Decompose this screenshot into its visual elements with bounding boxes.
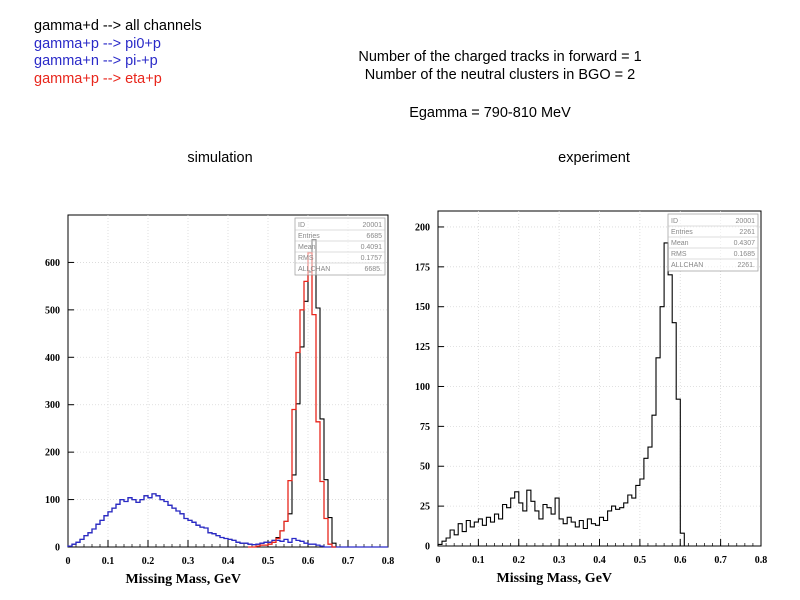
x-tick-label: 0.3 — [182, 556, 195, 567]
x-tick-label: 0.1 — [102, 556, 115, 567]
legend-all-channels: gamma+d --> all channels — [34, 18, 202, 34]
legend: gamma+d --> all channels gamma+p --> pi0… — [34, 18, 202, 88]
stats-key: Entries — [671, 229, 693, 236]
y-tick-label: 100 — [45, 495, 60, 506]
y-tick-label: 400 — [45, 353, 60, 364]
x-tick-label: 0 — [436, 555, 441, 566]
stats-value: 0.4307 — [734, 240, 756, 247]
y-tick-label: 300 — [45, 400, 60, 411]
y-tick-label: 500 — [45, 305, 60, 316]
x-tick-label: 0.8 — [382, 556, 395, 567]
conditions: Number of the charged tracks in forward … — [300, 48, 700, 84]
y-tick-label: 50 — [420, 462, 430, 473]
x-tick-label: 0.6 — [674, 555, 687, 566]
x-tick-label: 0.8 — [755, 555, 768, 566]
stats-value: 2261 — [739, 229, 755, 236]
x-tick-label: 0.6 — [302, 556, 315, 567]
stats-key: Mean — [298, 244, 316, 251]
charged-tracks-condition: Number of the charged tracks in forward … — [358, 49, 642, 65]
x-axis-title: Missing Mass, GeV — [125, 572, 241, 587]
stats-key: RMS — [298, 255, 314, 262]
stats-value: 20001 — [363, 222, 383, 229]
stats-value: 0.1757 — [361, 255, 383, 262]
stats-key: ID — [671, 218, 678, 225]
x-tick-label: 0 — [66, 556, 71, 567]
histogram-series-1 — [67, 493, 388, 548]
stats-box — [294, 217, 386, 276]
y-tick-label: 25 — [420, 502, 430, 513]
x-tick-label: 0.4 — [593, 555, 606, 566]
y-tick-label: 75 — [420, 422, 430, 433]
y-tick-label: 150 — [415, 302, 430, 313]
stats-box — [667, 213, 759, 272]
legend-pi0-p: gamma+p --> pi0+p — [34, 35, 161, 52]
stats-value: 6685. — [364, 266, 382, 273]
stats-value: 2261. — [737, 262, 755, 269]
x-tick-label: 0.3 — [553, 555, 566, 566]
x-tick-label: 0.5 — [262, 556, 275, 567]
histogram-series-0 — [437, 242, 761, 547]
stats-key: Mean — [671, 240, 689, 247]
stats-key: ALLCHAN — [298, 266, 330, 273]
x-tick-label: 0.2 — [142, 556, 155, 567]
x-tick-label: 0.7 — [342, 556, 355, 567]
stats-value: 0.1685 — [734, 251, 756, 258]
y-tick-label: 200 — [45, 448, 60, 459]
stats-value: 0.4091 — [361, 244, 383, 251]
y-tick-label: 100 — [415, 382, 430, 393]
x-tick-label: 0.5 — [634, 555, 647, 566]
x-tick-label: 0.2 — [513, 555, 526, 566]
x-tick-label: 0.4 — [222, 556, 235, 567]
x-axis-title: Missing Mass, GeV — [497, 571, 613, 586]
stats-value: 6685 — [366, 233, 382, 240]
y-tick-label: 0 — [55, 543, 60, 554]
legend-eta-p: gamma+p --> eta+p — [34, 70, 162, 87]
neutral-clusters-condition: Number of the neutral clusters in BGO = … — [364, 67, 636, 83]
simulation-histogram: 0 100 200 300 400 500 600 0 0.1 0.2 0.3 0.4 0.5 0.6 0.… — [45, 214, 395, 587]
experiment-histogram: 0 25 50 75 100 125 150 175 200 0 0.1 0.2 0.3 0.4 0.5 0.… — [415, 210, 768, 586]
y-tick-label: 175 — [415, 262, 430, 273]
x-tick-label: 0.1 — [472, 555, 485, 566]
stats-key: RMS — [671, 251, 687, 258]
histogram-series-2 — [248, 252, 336, 548]
y-tick-label: 600 — [45, 258, 60, 269]
y-tick-label: 0 — [425, 542, 430, 553]
stats-key: Entries — [298, 233, 320, 240]
stats-key: ID — [298, 222, 305, 229]
experiment-label: experiment — [558, 150, 630, 166]
y-tick-label: 200 — [415, 222, 430, 233]
y-tick-label: 125 — [415, 342, 430, 353]
legend-pi-minus-p: gamma+n --> pi-+p — [34, 53, 158, 69]
stats-key: ALLCHAN — [671, 262, 703, 269]
stats-value: 20001 — [736, 218, 756, 225]
x-tick-label: 0.7 — [714, 555, 727, 566]
simulation-label: simulation — [187, 150, 253, 166]
egamma-range: Egamma = 790-810 MeV — [409, 105, 571, 121]
